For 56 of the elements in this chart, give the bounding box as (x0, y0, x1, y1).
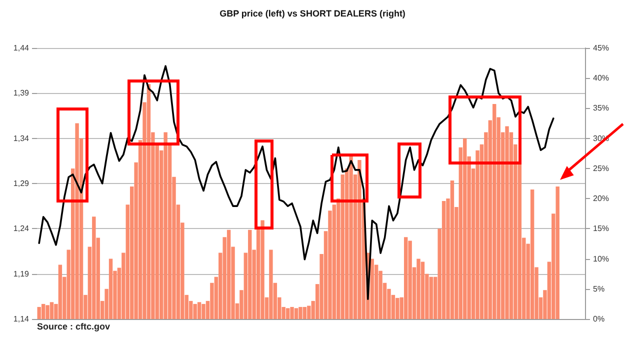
bar (358, 160, 362, 319)
bar (420, 262, 425, 319)
bar (269, 250, 273, 319)
y-tick-label: 1,29 (13, 179, 30, 188)
line-series (38, 65, 554, 300)
bar (41, 304, 46, 319)
bar (286, 308, 290, 319)
bar (505, 126, 509, 319)
source-note: Source : cftc.gov (37, 322, 110, 332)
bar (450, 180, 454, 319)
y2-tick-label: 25% (593, 164, 610, 173)
bar (37, 306, 41, 319)
bar (164, 132, 168, 319)
bar (108, 258, 113, 319)
bar (463, 138, 467, 319)
y-tick-label: 1,34 (13, 134, 30, 143)
bar (294, 308, 298, 319)
bar (396, 298, 400, 319)
y2-tick-label: 0% (593, 314, 605, 324)
y2-tick-label: 45% (593, 44, 610, 52)
bar (349, 156, 353, 319)
bar (202, 304, 206, 319)
bar (442, 200, 446, 319)
y2-tick-label: 15% (593, 224, 610, 234)
bar (226, 230, 231, 319)
bar (429, 276, 433, 319)
y-tick-label: 1,14 (13, 314, 30, 324)
bar (248, 230, 252, 319)
bar (260, 220, 264, 319)
y-tick-label: 1,39 (13, 88, 30, 98)
bar (197, 302, 202, 319)
y-tick-label: 1,24 (13, 224, 30, 234)
bar (408, 240, 412, 319)
y2-tick-label: 20% (593, 194, 610, 204)
bar (193, 304, 197, 319)
y-tick-label: 1,44 (13, 44, 30, 52)
bar (50, 302, 54, 319)
bar (46, 305, 50, 319)
bar (492, 104, 496, 319)
y2-tick-label: 10% (593, 254, 610, 264)
bar (75, 123, 79, 319)
y2-tick-label: 35% (593, 104, 610, 113)
y2-tick-label: 5% (593, 284, 605, 294)
bar (302, 306, 307, 319)
bar (92, 216, 96, 319)
chart-title: GBP price (left) vs SHORT DEALERS (right) (220, 8, 406, 18)
bar (404, 237, 408, 319)
bar (146, 84, 151, 319)
y-tick-label: 1,19 (13, 269, 30, 278)
bar (58, 264, 62, 319)
bar (416, 258, 420, 319)
bar (530, 190, 534, 319)
bar (290, 306, 294, 319)
y2-tick-label: 40% (593, 74, 610, 83)
bar (298, 306, 302, 319)
bar (556, 186, 560, 319)
